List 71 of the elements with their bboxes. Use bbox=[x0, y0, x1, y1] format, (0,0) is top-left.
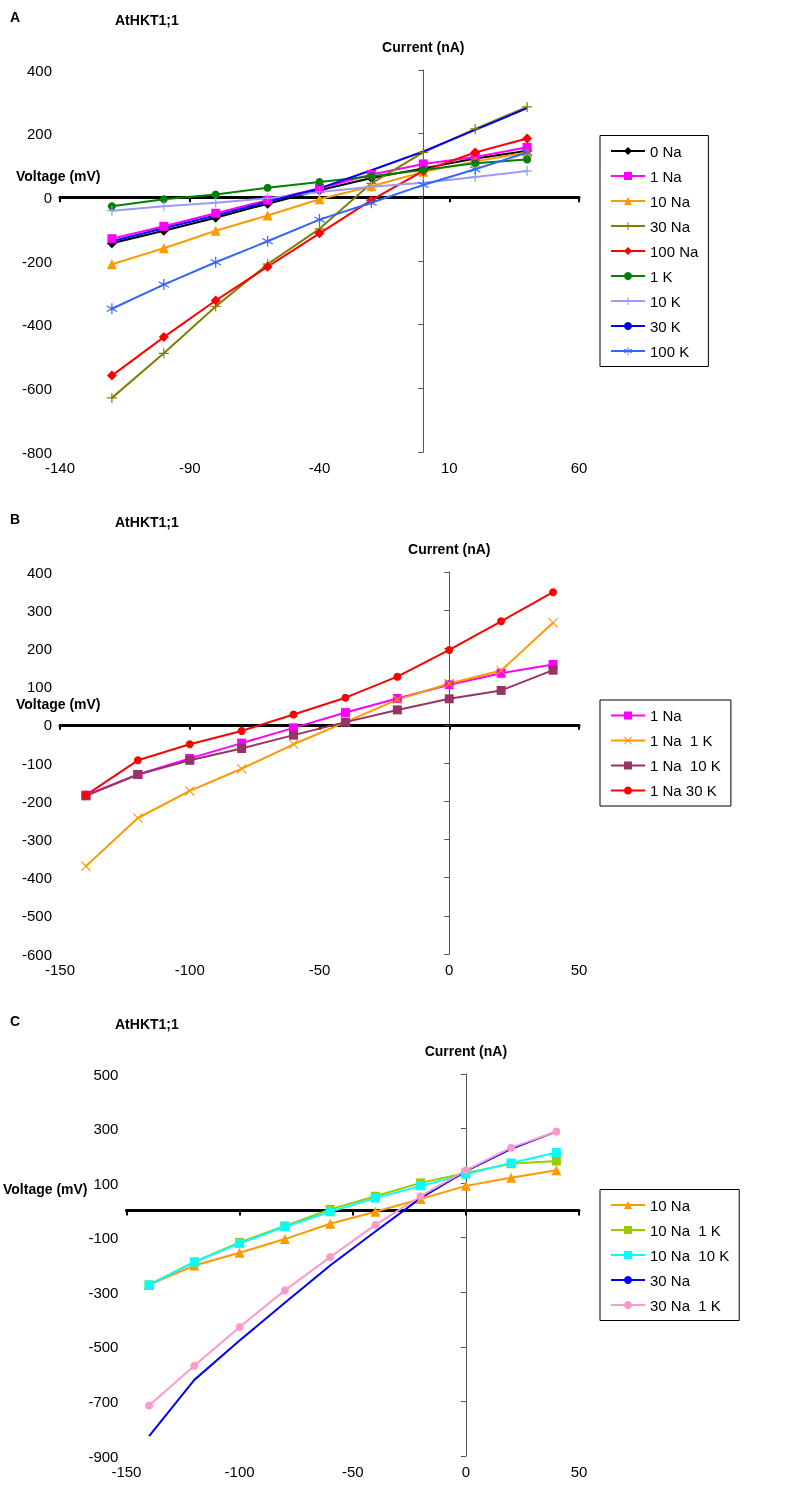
x-axis-title: Voltage (mV) bbox=[3, 1181, 88, 1198]
legend-label: 30 Na 1 K bbox=[650, 1296, 721, 1314]
y-tick-label: 200 bbox=[26, 639, 52, 657]
y-tick-label: -400 bbox=[21, 869, 52, 887]
y-tick-label: -800 bbox=[21, 443, 52, 461]
y-tick-label: 400 bbox=[26, 563, 52, 581]
chart-title: AtHKT1;1 bbox=[115, 12, 179, 28]
legend-label: 1 K bbox=[650, 267, 673, 285]
x-tick-label: -150 bbox=[44, 961, 76, 978]
legend-label: 1 Na 10 K bbox=[650, 757, 721, 774]
y-axis-title: Current (nA) bbox=[424, 1043, 508, 1059]
x-tick-label: -90 bbox=[178, 459, 201, 476]
legend-label: 30 Na bbox=[650, 217, 691, 235]
y-tick-label: 0 bbox=[43, 188, 52, 206]
legend-label: 0 Na bbox=[650, 142, 683, 160]
y-tick-label: -900 bbox=[88, 1447, 119, 1465]
y-axis-title: Current (nA) bbox=[382, 39, 465, 55]
chart-title: AtHKT1;1 bbox=[115, 514, 179, 530]
x-axis-title: Voltage (mV) bbox=[16, 168, 101, 185]
legend-label: 1 Na 30 K bbox=[650, 782, 717, 799]
x-tick-label: -50 bbox=[308, 961, 331, 978]
legend-label: 1 Na 1 K bbox=[650, 732, 713, 749]
y-tick-label: -300 bbox=[88, 1283, 119, 1301]
legend-label: 10 Na 10 K bbox=[650, 1246, 730, 1264]
legend-label: 100 K bbox=[650, 342, 690, 360]
y-tick-label: -400 bbox=[21, 316, 52, 334]
y-tick-label: -300 bbox=[21, 830, 52, 848]
y-tick-label: 100 bbox=[26, 678, 52, 696]
y-tick-label: -100 bbox=[21, 754, 52, 772]
y-tick-label: -600 bbox=[21, 379, 52, 397]
y-tick-label: 400 bbox=[26, 61, 52, 79]
x-tick-label: 50 bbox=[570, 1463, 588, 1480]
y-axis-title: Current (nA) bbox=[408, 541, 491, 557]
legend-label: 1 Na bbox=[650, 707, 683, 724]
legend-label: 100 Na bbox=[650, 242, 700, 260]
x-tick-label: 60 bbox=[570, 459, 588, 476]
y-tick-label: 300 bbox=[93, 1120, 119, 1138]
x-tick-label: -100 bbox=[224, 1463, 255, 1480]
legend-label: 10 Na 1 K bbox=[650, 1221, 721, 1239]
text: C bbox=[10, 1013, 21, 1029]
x-tick-label: -150 bbox=[111, 1463, 142, 1480]
x-axis-title: Voltage (mV) bbox=[16, 695, 101, 712]
y-tick-label: -500 bbox=[21, 907, 52, 925]
y-tick-label: -700 bbox=[88, 1392, 119, 1410]
x-tick-label: 10 bbox=[440, 459, 458, 476]
y-tick-label: 0 bbox=[43, 716, 52, 734]
legend-label: 10 Na bbox=[650, 1196, 691, 1214]
x-tick-label: -100 bbox=[174, 961, 205, 978]
x-tick-label: 0 bbox=[461, 1463, 471, 1480]
x-tick-label: -50 bbox=[341, 1463, 364, 1480]
y-tick-label: 200 bbox=[26, 125, 52, 143]
chart-title: AtHKT1;1 bbox=[115, 1016, 179, 1032]
text: B bbox=[10, 511, 21, 527]
y-tick-label: -200 bbox=[21, 792, 52, 810]
y-tick-label: 100 bbox=[93, 1174, 119, 1192]
text: A bbox=[10, 9, 21, 25]
legend-label: 1 Na bbox=[650, 167, 683, 185]
y-tick-label: -200 bbox=[21, 252, 52, 270]
legend-label: 10 K bbox=[650, 292, 681, 310]
x-tick-label: 0 bbox=[445, 961, 454, 978]
legend-label: 30 K bbox=[650, 317, 681, 335]
x-tick-label: 50 bbox=[570, 961, 588, 978]
legend-label: 30 Na bbox=[650, 1271, 691, 1289]
y-tick-label: -500 bbox=[88, 1338, 119, 1356]
y-tick-label: -600 bbox=[21, 945, 52, 963]
legend-label: 10 Na bbox=[650, 192, 691, 210]
x-tick-label: -40 bbox=[308, 459, 331, 476]
y-tick-label: -100 bbox=[88, 1229, 119, 1247]
y-tick-label: 500 bbox=[93, 1065, 119, 1083]
y-tick-label: 300 bbox=[26, 601, 52, 619]
x-tick-label: -140 bbox=[44, 459, 76, 476]
